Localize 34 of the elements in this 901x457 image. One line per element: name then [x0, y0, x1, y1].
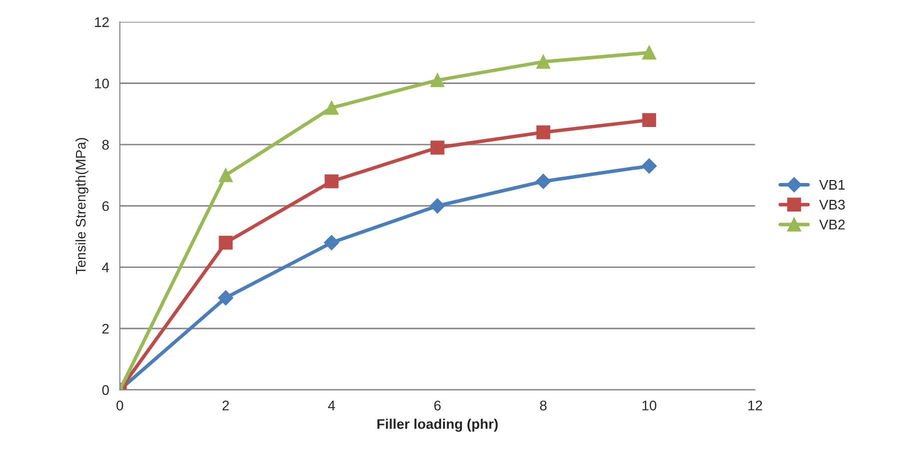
point: [324, 100, 339, 115]
legend-label: VB3: [819, 200, 845, 210]
x-tick-label: 6: [434, 400, 441, 410]
point: [430, 198, 446, 214]
point: [536, 125, 550, 140]
x-tick-label: 4: [328, 400, 336, 410]
x-axis-title: Filler loading (phr): [377, 418, 498, 432]
legend-label: VB2: [819, 220, 845, 230]
y-tick-label: 0: [102, 385, 109, 395]
x-tick-label: 12: [748, 400, 762, 410]
point: [430, 73, 444, 88]
point: [324, 174, 339, 188]
point: [642, 46, 656, 60]
point: [536, 174, 551, 189]
y-axis-title: Tensile Strength(MPa): [75, 138, 88, 274]
legend-label: VB1: [819, 180, 845, 190]
x-tick-label: 8: [540, 400, 547, 410]
point: [642, 158, 657, 174]
y-tick-label: 6: [102, 201, 109, 212]
y-tick-label: 10: [95, 78, 109, 88]
x-tick-label: 0: [116, 400, 124, 410]
x-tick-label: 2: [222, 400, 229, 410]
y-tick-label: 4: [102, 262, 110, 272]
point: [324, 235, 340, 250]
point: [642, 113, 656, 127]
y-tick-label: 12: [95, 17, 109, 27]
x-tick-label: 10: [642, 400, 656, 410]
y-tick-label: 8: [102, 140, 109, 150]
point: [218, 168, 233, 182]
y-tick-label: 2: [102, 324, 109, 334]
point: [536, 54, 550, 69]
point: [218, 236, 233, 250]
point: [430, 140, 444, 155]
point: [218, 290, 234, 306]
